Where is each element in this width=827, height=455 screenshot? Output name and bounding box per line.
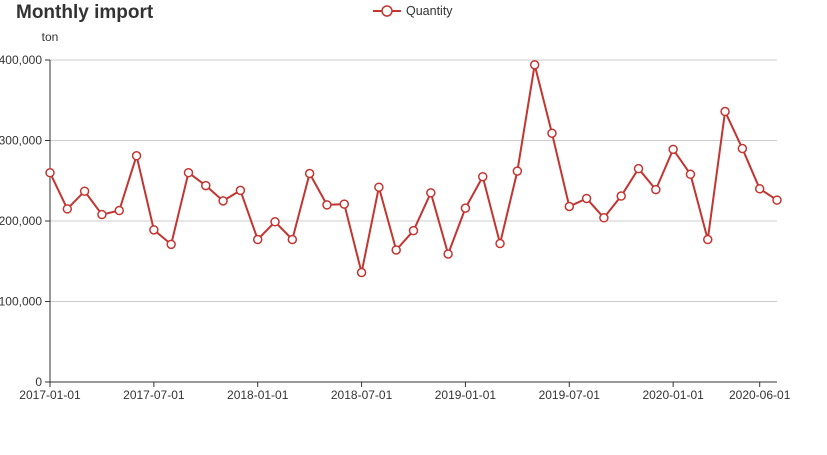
x-tick-label: 2019-01-01	[435, 388, 497, 402]
data-point	[131, 151, 142, 161]
data-point	[529, 60, 540, 70]
y-tick-label: 100,000	[0, 295, 42, 309]
data-point	[460, 203, 471, 213]
data-point	[772, 195, 782, 205]
data-point	[218, 196, 228, 206]
legend[interactable]: Quantity	[373, 3, 453, 19]
data-point	[633, 163, 644, 174]
grid-lines	[50, 59, 777, 302]
data-point	[408, 225, 419, 236]
x-tick-label: 2017-01-01	[19, 388, 81, 402]
data-point	[166, 239, 176, 250]
y-tick-label: 300,000	[0, 134, 42, 148]
chart-title: Monthly import	[16, 2, 154, 23]
data-point	[79, 186, 90, 196]
data-point	[668, 144, 678, 155]
data-point	[754, 184, 765, 194]
data-point	[114, 205, 124, 216]
data-point	[287, 234, 298, 245]
data-point	[97, 209, 107, 220]
data-point	[564, 201, 575, 212]
data-point	[62, 204, 73, 214]
data-point	[703, 234, 713, 245]
data-point	[45, 167, 55, 178]
data-point	[183, 167, 194, 178]
legend-label: Quantity	[406, 4, 453, 18]
axes	[45, 59, 777, 387]
data-point	[356, 267, 367, 278]
x-tick-label: 2019-07-01	[539, 388, 601, 402]
data-point	[737, 143, 748, 154]
data-point	[495, 238, 505, 249]
y-tick-label: 0	[35, 375, 42, 389]
data-point	[547, 128, 557, 139]
x-tick-label: 2018-01-01	[227, 388, 289, 402]
x-tick-label: 2017-07-01	[123, 388, 185, 402]
data-point	[616, 191, 626, 201]
y-tick-label: 200,000	[0, 214, 42, 228]
data-point	[443, 249, 453, 259]
data-point	[235, 185, 246, 196]
y-axis-ticks: 0 100,000 200,000 300,000 400,000	[0, 53, 42, 389]
data-point	[374, 182, 384, 192]
series-points	[45, 60, 782, 278]
data-point	[270, 217, 280, 227]
data-point	[201, 180, 211, 191]
data-point	[426, 188, 436, 198]
data-point	[720, 106, 730, 117]
data-point	[581, 193, 592, 204]
x-tick-label: 2020-01-01	[642, 388, 704, 402]
data-point	[685, 169, 696, 180]
data-point	[512, 166, 523, 176]
y-tick-label: 400,000	[0, 53, 42, 67]
series-line-quantity	[49, 63, 778, 274]
x-axis-ticks: 2017-01-01 2017-07-01 2018-01-01 2018-07-01…	[19, 388, 790, 402]
data-point	[149, 225, 159, 235]
x-tick-label: 2018-07-01	[331, 388, 393, 402]
data-point	[304, 168, 315, 179]
data-point	[391, 245, 401, 255]
data-point	[651, 184, 661, 195]
x-tick-label: 2020-06-01	[729, 388, 791, 402]
legend-line-marker-icon	[373, 5, 401, 17]
data-point	[599, 213, 609, 223]
data-point	[322, 200, 332, 210]
y-axis-unit: ton	[42, 30, 59, 44]
data-point	[477, 171, 488, 182]
data-point	[339, 199, 350, 209]
data-point	[252, 234, 263, 245]
